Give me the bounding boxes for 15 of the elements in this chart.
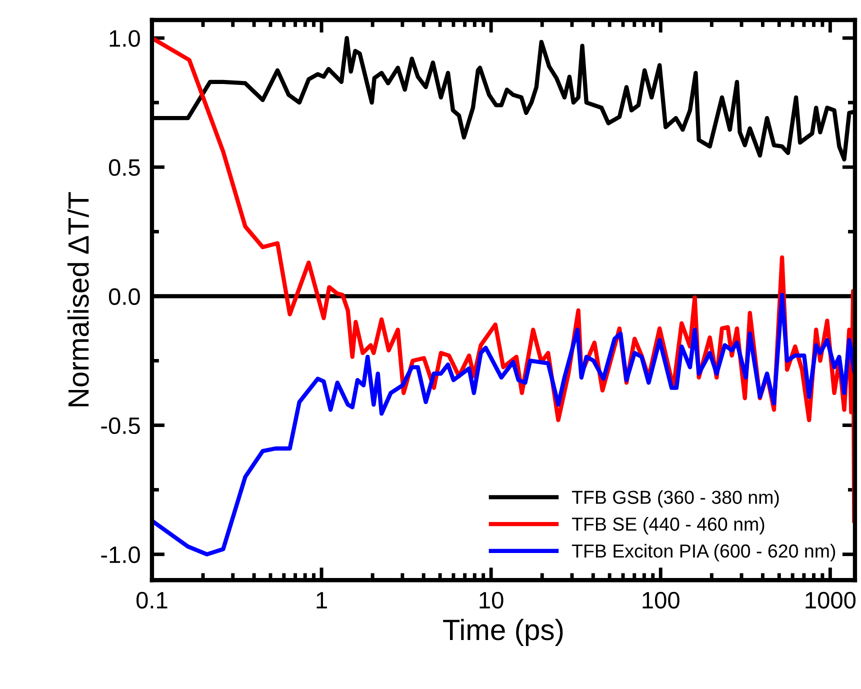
x-tick-label: 0.1 — [136, 592, 168, 609]
x-tick-label: 100 — [642, 592, 680, 609]
y-tick-label: -0.5 — [101, 417, 140, 434]
x-tick-label: 1 — [316, 592, 327, 608]
legend-label: TFB GSB (360 - 380 nm) — [572, 490, 779, 508]
y-tick-label: 0.5 — [108, 159, 140, 176]
legend-label: TFB Exciton PIA (600 - 620 nm) — [572, 544, 836, 562]
y-tick-label: 1.0 — [110, 30, 140, 47]
legend-label: TFB SE (440 - 460 nm) — [572, 517, 764, 535]
x-axis-title: Time (ps) — [443, 618, 563, 646]
y-tick-label: -1.0 — [101, 546, 140, 564]
y-tick-label: 0.0 — [108, 288, 140, 305]
y-axis-title: Normalised ΔT/T — [67, 192, 89, 406]
x-tick-label: 1000 — [806, 592, 856, 609]
x-tick-label: 10 — [480, 592, 504, 609]
